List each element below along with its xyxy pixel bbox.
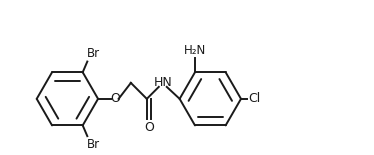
Text: H₂N: H₂N [184,44,206,57]
Text: HN: HN [153,76,172,89]
Text: O: O [144,121,154,134]
Text: O: O [110,92,120,105]
Text: Cl: Cl [248,92,260,105]
Text: Br: Br [87,138,101,151]
Text: Br: Br [87,47,101,60]
